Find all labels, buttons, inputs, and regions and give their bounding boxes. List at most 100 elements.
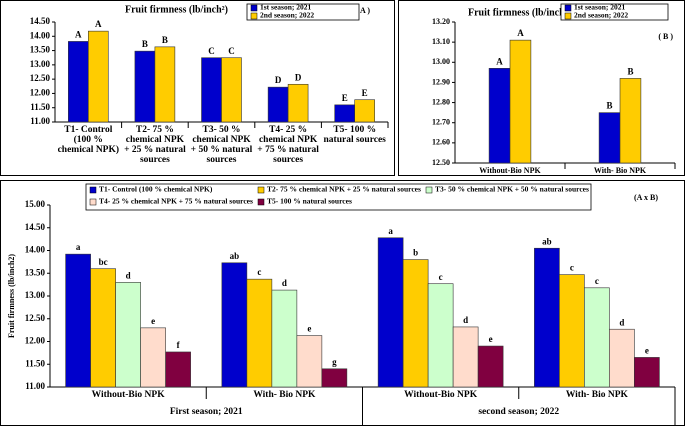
panel-label: ( B )	[658, 32, 673, 41]
legend-swatch	[89, 186, 97, 194]
x-tick-label: Without-Bio NPK	[91, 390, 165, 400]
bar-letter: e	[151, 316, 155, 326]
bar-letter: ab	[542, 236, 552, 246]
bar	[221, 262, 248, 388]
bar-letter: A	[517, 28, 524, 38]
bar-letter: g	[332, 357, 337, 367]
y-tick-label: 13.20	[432, 17, 450, 26]
legend-label: 1st season; 2021	[260, 3, 312, 12]
bar-letter: e	[307, 324, 311, 334]
y-tick-label: 12.00	[30, 87, 51, 97]
y-tick-label: 12.80	[432, 97, 450, 106]
x-tick-label: T1- Control (100 % chemical NPK)	[57, 125, 120, 155]
legend-label: T2- 75 % chemical NPK + 25 % natural sou…	[267, 185, 421, 194]
panel-label: (A x B)	[634, 193, 658, 202]
bar	[402, 259, 429, 388]
y-tick-label: 13.50	[25, 267, 46, 277]
legend-label: 2nd season; 2022	[574, 11, 628, 20]
panel-frame	[398, 0, 685, 176]
panel-label: ( A )	[356, 6, 371, 15]
legend-swatch	[564, 4, 572, 12]
bar-letter: C	[208, 46, 215, 56]
bar-letter: bc	[99, 257, 108, 267]
bar-letter: B	[627, 66, 633, 76]
bar	[201, 57, 222, 123]
x-tick-label: With- Bio NPK	[253, 390, 316, 400]
bar-letter: E	[362, 88, 368, 98]
bar-letter: d	[126, 270, 131, 280]
bar	[154, 46, 176, 123]
legend-label: 1st season; 2021	[574, 3, 626, 12]
bar	[221, 57, 242, 123]
bar	[271, 289, 298, 388]
bar	[134, 50, 156, 123]
bar-letter: A	[95, 19, 102, 29]
legend-swatch	[257, 186, 265, 194]
bar-letter: e	[645, 345, 649, 355]
legend-swatch	[425, 186, 433, 194]
y-tick-label: 13.00	[30, 59, 51, 69]
bar	[115, 282, 141, 388]
chart-title: Fruit firmness (lb/inch²)	[468, 7, 571, 18]
bar-letter: a	[76, 242, 81, 252]
bar-letter: c	[439, 272, 443, 282]
bar	[334, 104, 356, 123]
group-label: second season; 2022	[478, 407, 559, 417]
y-tick-label: 11.50	[25, 358, 45, 368]
bar	[88, 30, 109, 123]
bar-letter: C	[228, 46, 235, 56]
bar-letter: ab	[230, 251, 240, 261]
y-axis-label: Fruit firmness (lb/inch2)	[7, 254, 16, 338]
legend-swatch	[257, 198, 265, 206]
bar	[321, 368, 348, 388]
bar-letter: a	[388, 226, 393, 236]
y-tick-label: 12.90	[432, 77, 450, 86]
legend-label: 2nd season; 2022	[260, 11, 314, 20]
bar	[488, 68, 511, 164]
chart-title: Fruit firmness (lb/inch²)	[125, 4, 228, 15]
bar-letter: D	[275, 75, 282, 85]
bar-letter: B	[142, 39, 148, 49]
legend-label: T1- Control (100 % chemical NPK)	[99, 185, 213, 194]
bar	[584, 287, 610, 388]
bar	[559, 274, 585, 388]
y-tick-label: 13.50	[30, 45, 51, 55]
y-tick-label: 12.00	[25, 336, 46, 346]
bar-letter: b	[413, 248, 418, 258]
bar	[267, 86, 289, 123]
y-tick-label: 11.00	[25, 381, 45, 391]
bar	[65, 253, 91, 388]
x-tick-label: With- Bio NPK	[593, 166, 647, 175]
bar-letter: c	[570, 263, 574, 273]
y-tick-label: 11.50	[30, 102, 50, 112]
y-tick-label: 15.00	[25, 199, 46, 209]
y-tick-label: 13.00	[25, 290, 46, 300]
x-tick-label: T2- 75 % chemical NPK + 25 % natural sou…	[124, 125, 186, 165]
bar-letter: B	[162, 35, 168, 45]
bar-letter: B	[607, 101, 613, 111]
legend-box	[85, 183, 592, 211]
legend-swatch	[564, 12, 572, 20]
x-tick-label: T3- 50 % chemical NPK + 50 % natural sou…	[190, 125, 253, 165]
bar-letter: A	[75, 29, 82, 39]
bar	[509, 39, 532, 164]
y-tick-label: 12.50	[25, 313, 46, 323]
panel-frame	[0, 0, 395, 176]
x-tick-label: T5- 100 % natural sources	[323, 125, 386, 145]
bar-letter: d	[619, 317, 624, 327]
bar-letter: A	[496, 56, 503, 66]
x-tick-label: T4- 25 % chemical NPK + 75 % natural sou…	[257, 125, 319, 165]
legend-label: T5- 100 % natural sources	[267, 197, 352, 206]
bar	[165, 351, 191, 388]
bar	[427, 283, 454, 388]
legend-box	[246, 3, 360, 21]
bar	[477, 345, 504, 388]
y-tick-label: 12.50	[30, 73, 51, 83]
y-tick-label: 11.00	[30, 116, 50, 126]
group-label: First season; 2021	[170, 407, 243, 417]
bar	[354, 99, 375, 123]
bar	[534, 247, 560, 388]
legend-box	[560, 3, 669, 21]
x-tick-label: Without-Bio NPK	[479, 166, 541, 175]
